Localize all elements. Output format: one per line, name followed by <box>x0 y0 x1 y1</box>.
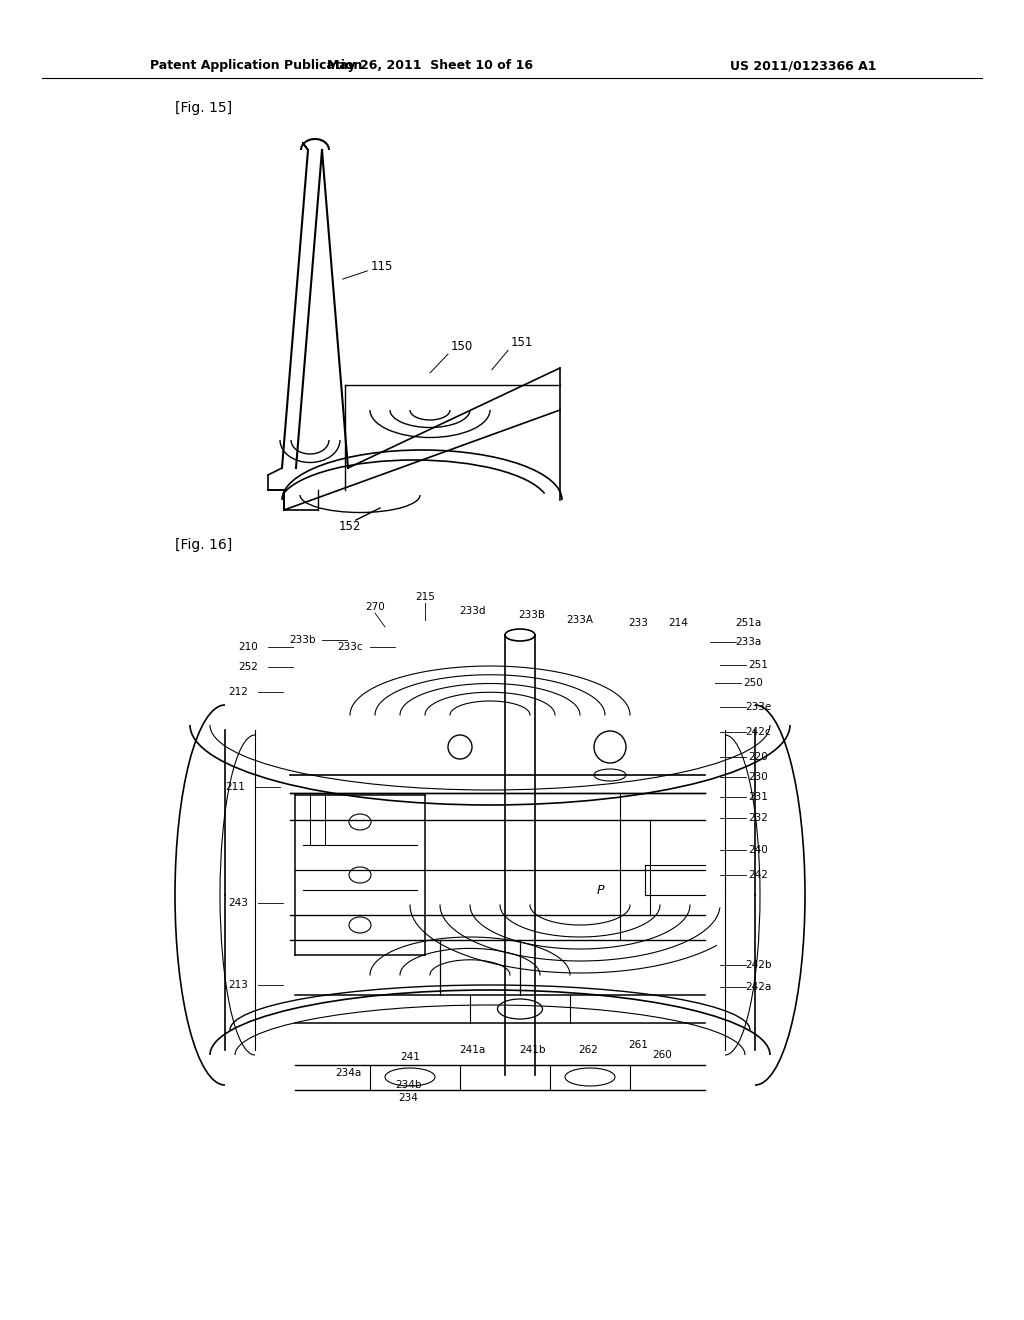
Text: 115: 115 <box>371 260 393 272</box>
Text: 234a: 234a <box>335 1068 361 1078</box>
Text: P: P <box>596 883 604 896</box>
Text: 241: 241 <box>400 1052 420 1063</box>
Text: 233b: 233b <box>289 635 315 645</box>
Text: 241b: 241b <box>519 1045 545 1055</box>
Text: 261: 261 <box>628 1040 648 1049</box>
Text: 233e: 233e <box>744 702 771 711</box>
Text: 250: 250 <box>743 678 763 688</box>
Text: 212: 212 <box>228 686 248 697</box>
Text: 251a: 251a <box>735 618 761 628</box>
Text: 151: 151 <box>511 335 534 348</box>
Text: 150: 150 <box>451 339 473 352</box>
Text: US 2011/0123366 A1: US 2011/0123366 A1 <box>730 59 877 73</box>
Text: May 26, 2011  Sheet 10 of 16: May 26, 2011 Sheet 10 of 16 <box>327 59 534 73</box>
Text: 233: 233 <box>628 618 648 628</box>
Text: 241a: 241a <box>459 1045 485 1055</box>
Text: 260: 260 <box>652 1049 672 1060</box>
Text: 233d: 233d <box>459 606 485 616</box>
Text: 242: 242 <box>749 870 768 880</box>
Text: [Fig. 15]: [Fig. 15] <box>175 102 232 115</box>
Text: 231: 231 <box>749 792 768 803</box>
Text: 232: 232 <box>749 813 768 822</box>
Text: 242a: 242a <box>744 982 771 993</box>
Text: 234b: 234b <box>394 1080 421 1090</box>
Text: 242c: 242c <box>745 727 771 737</box>
Text: 242b: 242b <box>744 960 771 970</box>
Text: 243: 243 <box>228 898 248 908</box>
Text: Patent Application Publication: Patent Application Publication <box>150 59 362 73</box>
Text: 233B: 233B <box>518 610 546 620</box>
Text: 230: 230 <box>749 772 768 781</box>
Text: 215: 215 <box>415 591 435 602</box>
Text: 240: 240 <box>749 845 768 855</box>
Text: 233a: 233a <box>735 638 761 647</box>
Text: 262: 262 <box>579 1045 598 1055</box>
Text: 210: 210 <box>239 642 258 652</box>
Text: 270: 270 <box>366 602 385 612</box>
Text: [Fig. 16]: [Fig. 16] <box>175 539 232 552</box>
Text: 234: 234 <box>398 1093 418 1104</box>
Text: 251: 251 <box>749 660 768 671</box>
Text: 213: 213 <box>228 979 248 990</box>
Text: 233c: 233c <box>337 642 362 652</box>
Text: 214: 214 <box>668 618 688 628</box>
Text: 220: 220 <box>749 752 768 762</box>
Text: 252: 252 <box>238 663 258 672</box>
Text: 211: 211 <box>225 781 245 792</box>
Text: 152: 152 <box>339 520 361 533</box>
Text: 233A: 233A <box>566 615 594 624</box>
